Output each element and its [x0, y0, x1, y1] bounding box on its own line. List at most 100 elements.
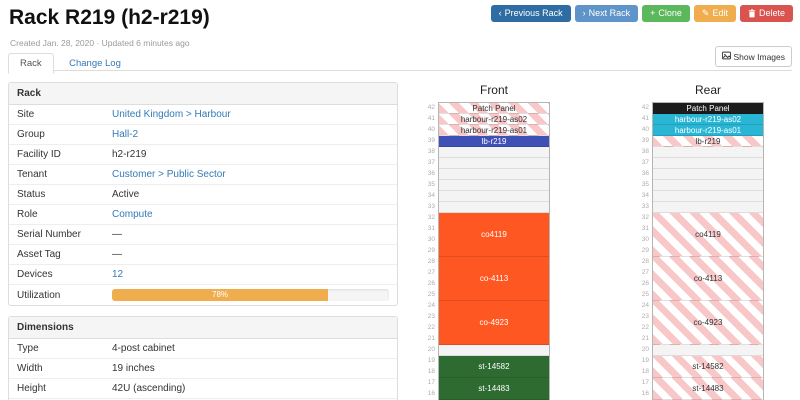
device-slot-st-14483[interactable]: st-14483 — [653, 378, 763, 400]
edit-button[interactable]: ✎ Edit — [693, 5, 736, 22]
unit-number: 32 — [641, 214, 649, 221]
device-label: co-4923 — [479, 318, 509, 327]
device-label: lb-r219 — [695, 136, 721, 146]
unit-number: 31 — [641, 225, 649, 232]
rear-rack-body: Patch Panel harbour-r219-as02 harbour-r219… — [652, 102, 764, 400]
device-label: co4119 — [695, 230, 721, 239]
tab-bar: Rack Change Log Show Images — [8, 46, 792, 74]
unit-number: 27 — [427, 269, 435, 276]
unit-number: 39 — [641, 137, 649, 144]
unit-number: 38 — [641, 148, 649, 155]
tab-rack[interactable]: Rack — [8, 53, 54, 74]
delete-button[interactable]: Delete — [739, 5, 793, 22]
device-slot-harbour-r219-as01[interactable]: harbour-r219-as01 — [653, 125, 763, 136]
rack-row-site: Site United Kingdom > Harbour — [9, 105, 397, 125]
unit-number: 33 — [427, 203, 435, 210]
field-label: Asset Tag — [17, 249, 61, 260]
dimensions-row-width: Width 19 inches — [9, 359, 397, 379]
device-label: harbour-r219-as02 — [674, 114, 742, 124]
device-label: st-14483 — [478, 384, 510, 393]
device-slot-lb-r219[interactable]: lb-r219 — [653, 136, 763, 147]
empty-unit — [653, 345, 763, 356]
image-icon — [721, 51, 731, 62]
device-slot-co-4113[interactable]: co-4113 — [439, 257, 549, 301]
field-label: Serial Number — [17, 229, 81, 240]
rack-row-tenant: Tenant Customer > Public Sector — [9, 165, 397, 185]
field-value: 4-post cabinet — [112, 343, 175, 354]
empty-unit — [653, 147, 763, 158]
device-slot-co-4923[interactable]: co-4923 — [439, 301, 549, 345]
unit-number: 19 — [427, 357, 435, 364]
unit-number: 30 — [427, 236, 435, 243]
created-updated-meta: Created Jan. 28, 2020 · Updated 6 minute… — [10, 38, 190, 48]
device-slot-st-14582[interactable]: st-14582 — [439, 356, 549, 378]
show-images-label: Show Images — [733, 51, 786, 62]
field-value[interactable]: 12 — [112, 269, 124, 280]
device-slot-co-4923[interactable]: co-4923 — [653, 301, 763, 345]
unit-number: 37 — [641, 159, 649, 166]
action-buttons: ‹ Previous Rack › Next Rack + Clone ✎ Edit Delet… — [490, 5, 793, 22]
button-label: Delete — [758, 8, 785, 18]
empty-unit — [439, 345, 549, 356]
empty-unit — [439, 169, 549, 180]
tab-change-log[interactable]: Change Log — [58, 54, 132, 73]
field-value[interactable]: Customer > Public Sector — [112, 169, 226, 180]
clone-button[interactable]: + Clone — [642, 5, 690, 22]
device-label: harbour-r219-as01 — [460, 125, 528, 135]
unit-number: 40 — [427, 126, 435, 133]
field-label: Width — [17, 363, 43, 374]
empty-unit — [653, 158, 763, 169]
device-slot-harbour-r219-as02[interactable]: harbour-r219-as02 — [439, 114, 549, 125]
button-label: Clone — [658, 8, 682, 18]
show-images-button[interactable]: Show Images — [714, 46, 792, 67]
device-slot-co4119[interactable]: co4119 — [439, 213, 549, 257]
unit-number: 22 — [427, 324, 435, 331]
empty-unit — [439, 158, 549, 169]
field-label: Status — [17, 189, 46, 200]
device-slot-patch-panel[interactable]: Patch Panel — [439, 103, 549, 114]
tab-change-log-label: Change Log — [69, 58, 121, 69]
empty-unit — [653, 202, 763, 213]
unit-number: 28 — [427, 258, 435, 265]
device-slot-patch-panel[interactable]: Patch Panel — [653, 103, 763, 114]
empty-unit — [439, 191, 549, 202]
device-slot-co-4113[interactable]: co-4113 — [653, 257, 763, 301]
rear-elevation-title: Rear — [694, 83, 721, 97]
field-value[interactable]: Compute — [112, 209, 153, 220]
device-slot-harbour-r219-as01[interactable]: harbour-r219-as01 — [439, 125, 549, 136]
previous-rack-button[interactable]: ‹ Previous Rack — [490, 5, 571, 22]
unit-number: 38 — [427, 148, 435, 155]
main-content: Rack Site United Kingdom > Harbour Group Ha… — [8, 82, 764, 400]
unit-number: 42 — [641, 104, 649, 111]
unit-number: 29 — [641, 247, 649, 254]
device-slot-co4119[interactable]: co4119 — [653, 213, 763, 257]
next-rack-icon: › — [582, 8, 586, 18]
field-label: Utilization — [17, 289, 61, 301]
front-elevation-title: Front — [479, 83, 508, 97]
rack-row-facility-id: Facility ID h2-r219 — [9, 145, 397, 165]
unit-number: 35 — [427, 181, 435, 188]
field-label: Height — [17, 383, 46, 394]
device-label: Patch Panel — [472, 103, 516, 113]
unit-number: 36 — [641, 170, 649, 177]
field-value[interactable]: United Kingdom > Harbour — [112, 109, 231, 120]
details-column: Rack Site United Kingdom > Harbour Group Ha… — [8, 82, 398, 400]
device-slot-st-14483[interactable]: st-14483 — [439, 378, 549, 400]
field-value: Active — [112, 189, 140, 200]
unit-number: 39 — [427, 137, 435, 144]
field-label: Role — [17, 209, 38, 220]
clone-icon: + — [650, 8, 656, 18]
next-rack-button[interactable]: › Next Rack — [574, 5, 639, 22]
field-label: Devices — [17, 269, 53, 280]
empty-unit — [653, 169, 763, 180]
rear-elevation: Rear 42 41 40 39 38 37 36 35 34 33 32 31 30 29 28 27 26 2… — [638, 82, 764, 400]
unit-number: 21 — [427, 335, 435, 342]
field-label: Site — [17, 109, 35, 120]
unit-number: 19 — [641, 357, 649, 364]
device-slot-harbour-r219-as02[interactable]: harbour-r219-as02 — [653, 114, 763, 125]
device-slot-st-14582[interactable]: st-14582 — [653, 356, 763, 378]
device-slot-lb-r219[interactable]: lb-r219 — [439, 136, 549, 147]
device-label: lb-r219 — [481, 136, 507, 146]
field-value[interactable]: Hall-2 — [112, 129, 139, 140]
